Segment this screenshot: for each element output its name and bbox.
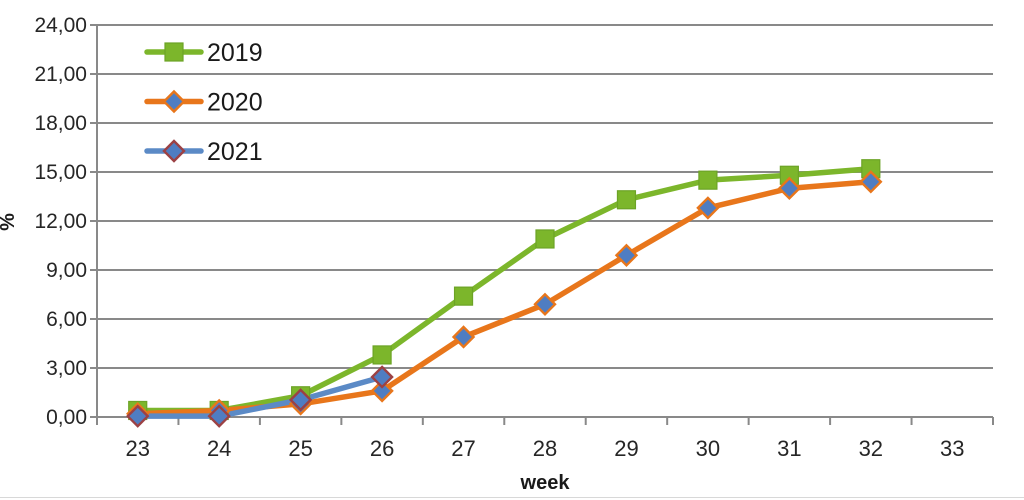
series-2019-marker (616, 190, 637, 210)
y-axis-title: % (0, 213, 19, 231)
series-2021-marker (126, 404, 150, 428)
x-tick-label: 32 (859, 436, 883, 461)
y-tick-label: 15,00 (34, 161, 87, 184)
y-tick-label: 24,00 (34, 14, 87, 37)
series-2019-marker (453, 286, 474, 306)
series-2020-marker (533, 292, 557, 316)
legend-label-2020: 2020 (207, 89, 263, 117)
x-tick-label: 24 (207, 436, 231, 461)
series-2021-marker (207, 404, 231, 428)
series-2021-line (134, 374, 385, 419)
x-tick-label: 28 (533, 436, 557, 461)
series-2019-marker (372, 345, 392, 365)
series-2019-marker (698, 170, 718, 190)
y-tick-label: 18,00 (34, 112, 87, 135)
x-tick-label: 33 (940, 436, 964, 461)
series-2020-marker (696, 196, 720, 220)
y-tick-label: 9,00 (46, 259, 87, 282)
series-2019-marker (164, 42, 184, 62)
y-tick-label: 3,00 (46, 357, 87, 380)
series-2020-marker (162, 89, 186, 114)
x-tick-label: 23 (125, 436, 149, 461)
series-2021-marker (370, 365, 394, 389)
x-tick-label: 27 (451, 436, 475, 461)
series-2021-marker (162, 139, 186, 163)
x-tick-label: 30 (696, 436, 720, 461)
bottom-border-line (0, 497, 1024, 498)
y-tick-label: 6,00 (46, 308, 87, 331)
series-2020-marker (370, 379, 394, 403)
series-2019-marker (535, 229, 555, 249)
series-2020-marker (451, 325, 476, 349)
legend-label-2021: 2021 (207, 138, 263, 166)
series-2020-marker (614, 243, 639, 267)
series-2021-marker (288, 388, 313, 412)
series-2019-line (134, 165, 874, 414)
y-tick-label: 12,00 (34, 210, 87, 233)
x-tick-label: 25 (288, 436, 312, 461)
x-tick-label: 29 (614, 436, 638, 461)
legend-label-2019: 2019 (207, 39, 263, 67)
x-axis-title: week (520, 472, 571, 494)
series-2020-marker (859, 170, 883, 194)
series-2020-line (134, 179, 874, 417)
y-tick-label: 0,00 (46, 406, 87, 429)
x-tick-label: 31 (777, 436, 801, 461)
x-tick-label: 26 (370, 436, 394, 461)
y-tick-label: 21,00 (34, 63, 87, 86)
series-2020-marker (777, 176, 802, 201)
